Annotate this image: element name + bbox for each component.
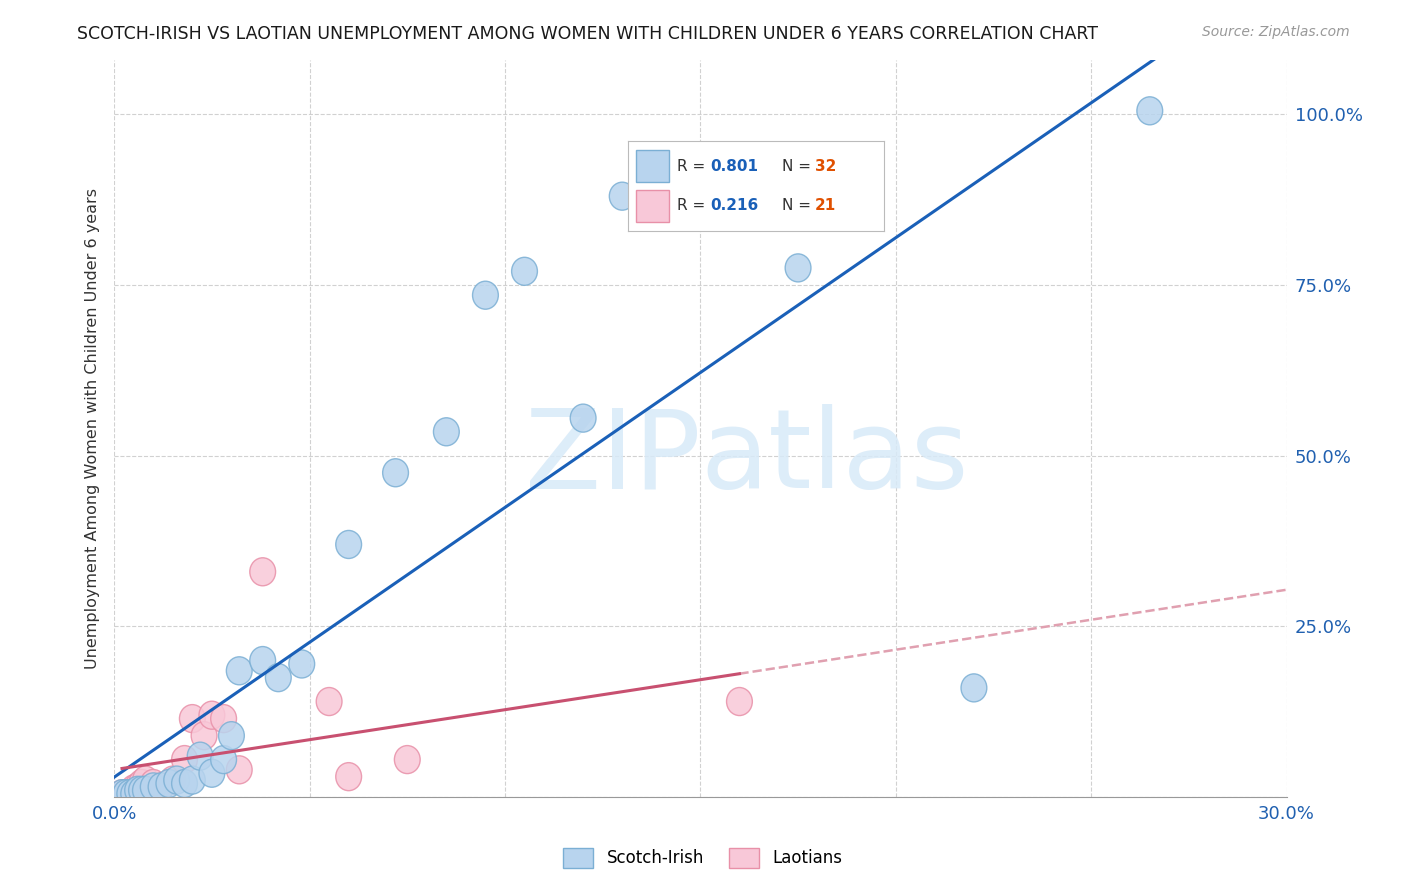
Ellipse shape	[609, 182, 636, 211]
Text: SCOTCH-IRISH VS LAOTIAN UNEMPLOYMENT AMONG WOMEN WITH CHILDREN UNDER 6 YEARS COR: SCOTCH-IRISH VS LAOTIAN UNEMPLOYMENT AMO…	[77, 25, 1098, 43]
Ellipse shape	[141, 770, 166, 797]
Text: Source: ZipAtlas.com: Source: ZipAtlas.com	[1202, 25, 1350, 39]
Ellipse shape	[172, 770, 197, 797]
Ellipse shape	[382, 458, 409, 487]
Text: ZIP: ZIP	[524, 404, 700, 511]
Ellipse shape	[250, 647, 276, 674]
Ellipse shape	[125, 772, 150, 801]
Ellipse shape	[727, 688, 752, 715]
Ellipse shape	[160, 766, 186, 794]
FancyBboxPatch shape	[636, 151, 669, 182]
Ellipse shape	[180, 705, 205, 732]
Ellipse shape	[191, 722, 217, 749]
Text: atlas: atlas	[700, 404, 969, 511]
Ellipse shape	[571, 404, 596, 432]
Ellipse shape	[336, 763, 361, 790]
Ellipse shape	[316, 688, 342, 715]
Ellipse shape	[187, 742, 214, 770]
Text: N =: N =	[782, 159, 815, 174]
Text: 0.216: 0.216	[710, 198, 758, 213]
Ellipse shape	[180, 766, 205, 794]
Ellipse shape	[132, 766, 159, 794]
Ellipse shape	[226, 756, 252, 784]
Ellipse shape	[121, 775, 146, 803]
Ellipse shape	[117, 780, 143, 808]
Y-axis label: Unemployment Among Women with Children Under 6 years: Unemployment Among Women with Children U…	[86, 188, 100, 669]
Ellipse shape	[688, 178, 713, 207]
Text: N =: N =	[782, 198, 815, 213]
Ellipse shape	[141, 772, 166, 801]
Ellipse shape	[512, 257, 537, 285]
Ellipse shape	[250, 558, 276, 586]
Ellipse shape	[165, 766, 190, 794]
FancyBboxPatch shape	[636, 191, 669, 222]
Ellipse shape	[336, 531, 361, 558]
Ellipse shape	[128, 770, 155, 797]
Ellipse shape	[148, 772, 174, 801]
Ellipse shape	[148, 772, 174, 801]
Ellipse shape	[394, 746, 420, 773]
Ellipse shape	[110, 780, 135, 808]
Ellipse shape	[785, 254, 811, 282]
Ellipse shape	[125, 776, 150, 805]
Ellipse shape	[211, 705, 236, 732]
Ellipse shape	[226, 657, 252, 685]
Ellipse shape	[112, 780, 139, 808]
Text: 0.801: 0.801	[710, 159, 758, 174]
Text: R =: R =	[676, 159, 710, 174]
Ellipse shape	[472, 281, 498, 310]
Ellipse shape	[211, 746, 236, 773]
Ellipse shape	[1137, 97, 1163, 125]
Ellipse shape	[172, 746, 197, 773]
Ellipse shape	[266, 664, 291, 691]
Ellipse shape	[156, 770, 181, 797]
Text: 21: 21	[815, 198, 837, 213]
Ellipse shape	[110, 780, 135, 808]
Ellipse shape	[121, 780, 146, 808]
Legend: Scotch-Irish, Laotians: Scotch-Irish, Laotians	[557, 841, 849, 875]
Ellipse shape	[218, 722, 245, 749]
Ellipse shape	[288, 650, 315, 678]
Ellipse shape	[200, 759, 225, 788]
Ellipse shape	[200, 701, 225, 730]
Ellipse shape	[117, 780, 143, 808]
Text: R =: R =	[676, 198, 710, 213]
Text: 32: 32	[815, 159, 837, 174]
Ellipse shape	[132, 776, 159, 805]
Ellipse shape	[433, 417, 460, 446]
Ellipse shape	[112, 780, 139, 808]
Ellipse shape	[962, 673, 987, 702]
Ellipse shape	[128, 776, 155, 805]
